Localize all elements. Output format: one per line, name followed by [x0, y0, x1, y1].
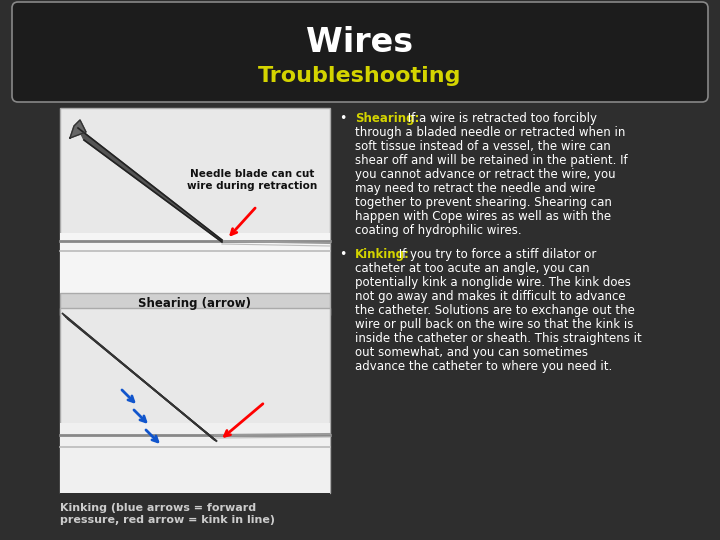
- Text: the catheter. Solutions are to exchange out the: the catheter. Solutions are to exchange …: [355, 304, 635, 317]
- Bar: [60, 493, 330, 528]
- Text: Kinking (blue arrows = forward
pressure, red arrow = kink in line): Kinking (blue arrows = forward pressure,…: [60, 503, 275, 524]
- Text: Shearing:: Shearing:: [355, 112, 419, 125]
- Text: •: •: [339, 112, 347, 125]
- Text: happen with Cope wires as well as with the: happen with Cope wires as well as with t…: [355, 210, 611, 223]
- Text: Needle blade can cut
wire during retraction: Needle blade can cut wire during retract…: [187, 170, 317, 191]
- Text: shear off and will be retained in the patient. If: shear off and will be retained in the pa…: [355, 154, 628, 167]
- Text: If you try to force a stiff dilator or: If you try to force a stiff dilator or: [395, 248, 596, 261]
- Bar: [60, 423, 330, 493]
- Text: out somewhat, and you can sometimes: out somewhat, and you can sometimes: [355, 346, 588, 359]
- Text: together to prevent shearing. Shearing can: together to prevent shearing. Shearing c…: [355, 196, 612, 209]
- Polygon shape: [70, 120, 86, 138]
- Bar: [60, 293, 330, 315]
- Text: through a bladed needle or retracted when in: through a bladed needle or retracted whe…: [355, 126, 626, 139]
- Text: If a wire is retracted too forcibly: If a wire is retracted too forcibly: [404, 112, 597, 125]
- Bar: [60, 108, 330, 293]
- Text: soft tissue instead of a vessel, the wire can: soft tissue instead of a vessel, the wir…: [355, 140, 611, 153]
- Text: you cannot advance or retract the wire, you: you cannot advance or retract the wire, …: [355, 168, 616, 181]
- Polygon shape: [78, 128, 222, 242]
- Text: Troubleshooting: Troubleshooting: [258, 66, 462, 86]
- Text: may need to retract the needle and wire: may need to retract the needle and wire: [355, 182, 595, 195]
- Bar: [60, 308, 330, 493]
- Text: Kinking:: Kinking:: [355, 248, 410, 261]
- Text: catheter at too acute an angle, you can: catheter at too acute an angle, you can: [355, 262, 590, 275]
- Text: advance the catheter to where you need it.: advance the catheter to where you need i…: [355, 360, 612, 373]
- Text: potentially kink a nonglide wire. The kink does: potentially kink a nonglide wire. The ki…: [355, 276, 631, 289]
- Text: inside the catheter or sheath. This straightens it: inside the catheter or sheath. This stra…: [355, 332, 642, 345]
- Text: •: •: [339, 248, 347, 261]
- Text: Shearing (arrow): Shearing (arrow): [138, 298, 251, 310]
- FancyBboxPatch shape: [12, 2, 708, 102]
- Text: wire or pull back on the wire so that the kink is: wire or pull back on the wire so that th…: [355, 318, 634, 331]
- Text: Wires: Wires: [307, 25, 413, 58]
- Text: not go away and makes it difficult to advance: not go away and makes it difficult to ad…: [355, 290, 626, 303]
- Bar: [60, 233, 330, 293]
- Text: coating of hydrophilic wires.: coating of hydrophilic wires.: [355, 224, 521, 237]
